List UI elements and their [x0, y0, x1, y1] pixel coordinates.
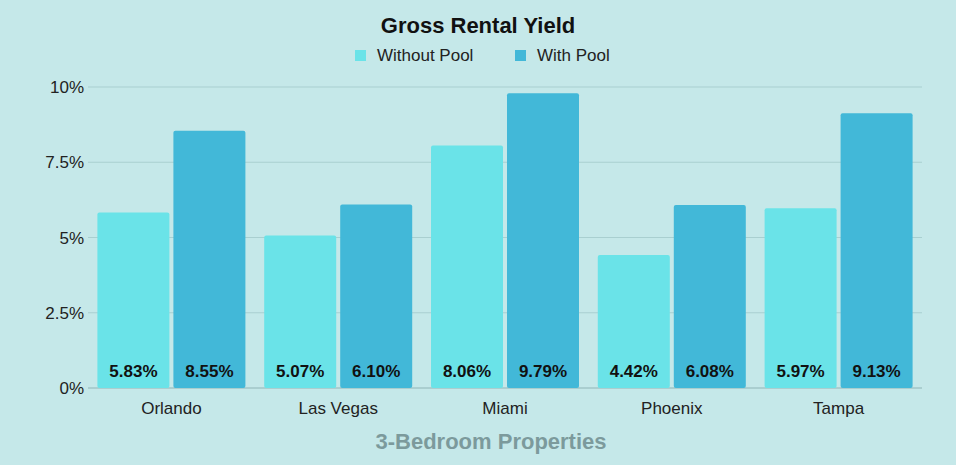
y-tick-label: 5% [59, 229, 84, 248]
bar [598, 255, 670, 388]
x-tick-label: Phoenix [641, 399, 703, 418]
x-axis-label: 3-Bedroom Properties [375, 429, 606, 454]
data-label: 5.07% [276, 362, 324, 381]
bar [264, 235, 336, 388]
legend-entry: With Pool [515, 46, 610, 65]
x-tick-label: Las Vegas [298, 399, 377, 418]
grid [88, 87, 922, 388]
legend-label: With Pool [537, 46, 610, 65]
bar [173, 131, 245, 388]
data-label: 5.83% [109, 362, 157, 381]
data-labels: 5.83% 8.55% 5.07% 6.10% 8.06% 9.79% 4.42% 6.08%… [109, 362, 900, 381]
background [0, 0, 956, 465]
data-label: 9.13% [852, 362, 900, 381]
legend-label: Without Pool [377, 46, 473, 65]
data-label: 9.79% [519, 362, 567, 381]
data-label: 6.08% [686, 362, 734, 381]
y-tick-label: 10% [50, 78, 84, 97]
y-tick-label: 2.5% [45, 304, 84, 323]
data-label: 5.97% [776, 362, 824, 381]
chart: Gross Rental Yield Without Pool With Pool 0… [0, 0, 956, 465]
legend-swatch [515, 50, 526, 61]
bar [841, 113, 913, 388]
x-tick-label: Orlando [141, 399, 201, 418]
bar [507, 93, 579, 388]
data-label: 4.42% [610, 362, 658, 381]
grid-line [88, 87, 922, 88]
data-label: 8.06% [443, 362, 491, 381]
data-label: 8.55% [185, 362, 233, 381]
bar [97, 213, 169, 388]
bars [97, 93, 912, 388]
y-tick-label: 0% [59, 379, 84, 398]
y-tick-label: 7.5% [45, 153, 84, 172]
x-tick-label: Miami [482, 399, 527, 418]
bar [340, 204, 412, 388]
legend-entry: Without Pool [355, 46, 473, 65]
bar [765, 208, 837, 388]
title: Gross Rental Yield [381, 13, 575, 38]
bar [431, 145, 503, 388]
legend-swatch [355, 50, 366, 61]
x-tick-label: Tampa [813, 399, 865, 418]
bar [674, 205, 746, 388]
data-label: 6.10% [352, 362, 400, 381]
